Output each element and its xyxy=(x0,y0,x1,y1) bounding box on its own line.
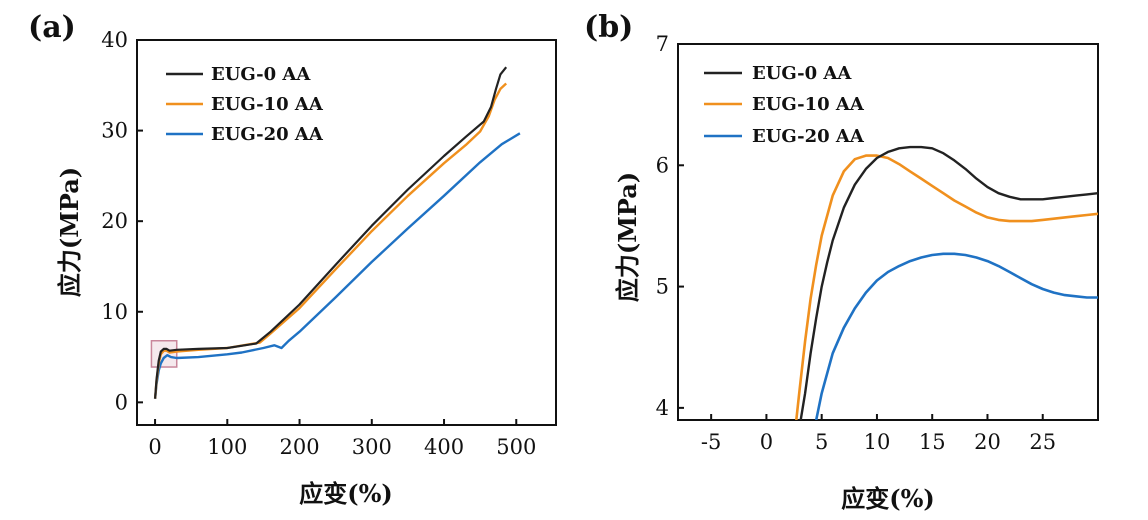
panel-a-series-line-eug-20 xyxy=(153,132,521,399)
panel-a-y-tick-label: 30 xyxy=(101,119,128,143)
panel-a: (a) 0 100 200 300 400 500 0 10 20 30 40 … xyxy=(28,10,557,508)
panel-b-y-axis-title: 应力(MPa) xyxy=(613,172,642,302)
panel-a-series-line-eug-10 xyxy=(153,82,508,399)
panel-a-highlight-box xyxy=(150,340,178,368)
panel-b-legend-label: EUG-20 AA xyxy=(752,126,865,147)
panel-a-x-tick-label: 200 xyxy=(279,435,319,459)
panel-a-y-tick-label: 40 xyxy=(101,28,128,52)
panel-b-plot-frame xyxy=(677,43,1099,421)
panel-b-series-line-eug-10 xyxy=(795,154,1098,420)
panel-b-y-tick-label: 4 xyxy=(656,396,669,420)
panel-a-x-axis-title: 应变(%) xyxy=(299,479,393,508)
panel-b-legend: EUG-0 AA EUG-10 AA EUG-20 AA xyxy=(704,63,865,147)
panel-b-y-tick-label: 5 xyxy=(656,275,669,299)
panel-a-y-tick-label: 20 xyxy=(101,209,128,233)
panel-b-x-tick-label: 0 xyxy=(760,430,773,454)
panel-a-y-tick-label: 0 xyxy=(115,390,128,414)
panel-b-ticks xyxy=(678,43,1044,420)
panel-a-legend: EUG-0 AA EUG-10 AA EUG-20 AA xyxy=(166,64,324,145)
panel-a-x-tick-label: 0 xyxy=(148,435,161,459)
panel-a-x-tick-label: 400 xyxy=(424,435,464,459)
panel-b-series-line-eug-20 xyxy=(814,252,1098,420)
panel-b-series-lines xyxy=(795,145,1098,420)
panel-b: (b) -5 0 5 10 15 20 25 4 5 6 7 应变(%) 应力(… xyxy=(584,10,1099,513)
panel-a-x-tick-label: 300 xyxy=(352,435,392,459)
panel-b-x-axis-title: 应变(%) xyxy=(841,484,935,513)
panel-a-legend-label: EUG-0 AA xyxy=(211,64,311,85)
panel-a-legend-label: EUG-10 AA xyxy=(211,94,324,115)
panel-b-series-line-eug-0 xyxy=(799,145,1098,420)
panel-b-x-tick-label: 20 xyxy=(974,430,1001,454)
panel-b-x-tick-label: 25 xyxy=(1029,430,1056,454)
panel-b-y-tick-labels: 4 5 6 7 xyxy=(656,32,669,420)
panel-a-series-lines xyxy=(153,66,521,399)
panel-a-y-tick-labels: 0 10 20 30 40 xyxy=(101,28,128,414)
panel-b-x-tick-label: -5 xyxy=(701,430,721,454)
panel-a-series-line-eug-0 xyxy=(154,66,508,399)
panel-a-y-axis-title: 应力(MPa) xyxy=(55,167,84,297)
panel-b-legend-label: EUG-0 AA xyxy=(752,63,852,84)
panel-a-x-tick-label: 100 xyxy=(207,435,247,459)
panel-a-x-tick-label: 500 xyxy=(496,435,536,459)
panel-b-x-tick-label: 10 xyxy=(864,430,891,454)
panel-a-ticks xyxy=(137,39,518,425)
panel-b-label: (b) xyxy=(584,10,633,45)
panel-b-legend-label: EUG-10 AA xyxy=(752,94,865,115)
panel-b-y-tick-label: 7 xyxy=(656,32,669,56)
panel-b-x-tick-label: 5 xyxy=(815,430,828,454)
panel-b-x-tick-label: 15 xyxy=(919,430,946,454)
panel-a-label: (a) xyxy=(28,10,76,45)
panel-a-x-tick-labels: 0 100 200 300 400 500 xyxy=(148,435,536,459)
panel-b-x-tick-labels: -5 0 5 10 15 20 25 xyxy=(701,430,1056,454)
panel-a-plot-frame xyxy=(136,39,557,426)
panel-b-y-tick-label: 6 xyxy=(656,153,669,177)
panel-a-legend-label: EUG-20 AA xyxy=(211,124,324,145)
panel-a-y-tick-label: 10 xyxy=(101,300,128,324)
